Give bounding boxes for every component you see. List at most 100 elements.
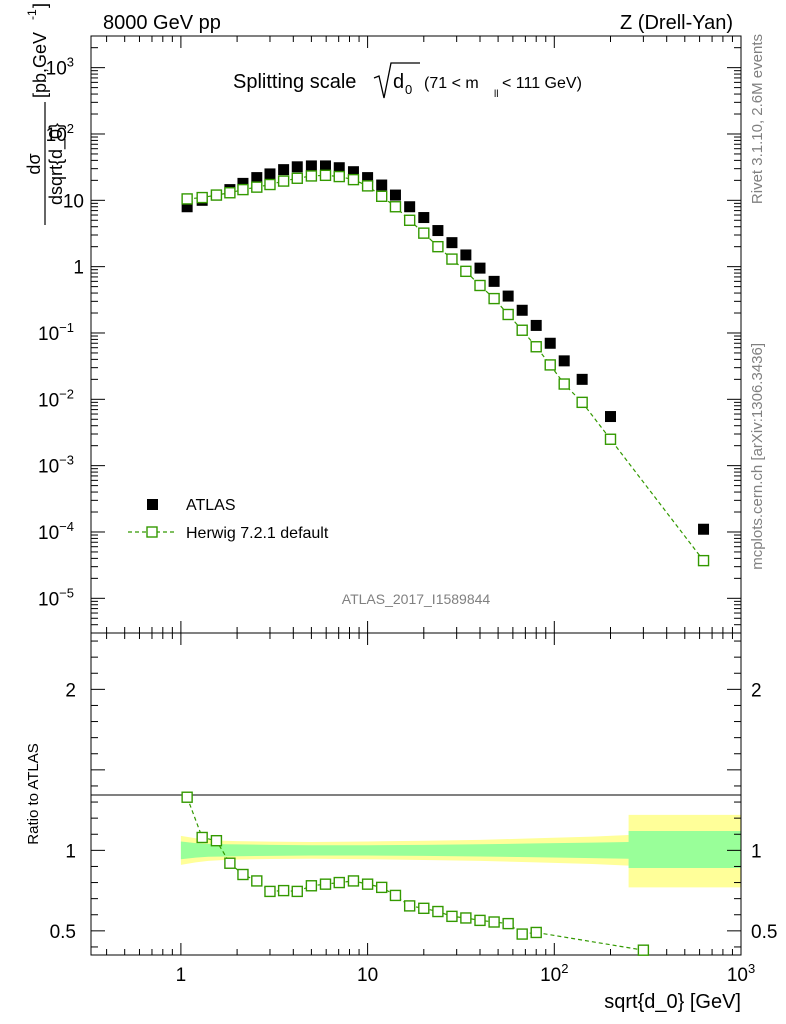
y-tick-label: 10−1 (38, 320, 74, 345)
legend-atlas-marker (147, 499, 158, 510)
herwig-line (187, 174, 705, 561)
ratio-panel: 0.5 0.5 1 1 2 2 1 10 102 103 Ratio to ATLAS sqrt… (25, 632, 778, 1013)
y-tick-label: 10 (63, 191, 84, 212)
herwig-point (224, 187, 236, 199)
herwig-point (361, 180, 374, 192)
ratio-point (181, 791, 193, 803)
herwig-point (446, 253, 458, 265)
ratio-axis-ticks (91, 633, 741, 955)
ratio-point (347, 875, 360, 887)
ratio-point (305, 880, 318, 892)
legend-herwig-marker (146, 526, 158, 538)
herwig-point (697, 554, 710, 567)
atlas-point (181, 201, 193, 213)
herwig-point (516, 324, 528, 336)
plot-title: Splitting scale d 0 (71 < m ll < 111 GeV… (233, 62, 582, 100)
ylabel-den: dsqrt{d_0} (46, 123, 67, 205)
herwig-point (181, 193, 193, 205)
herwig-points (181, 169, 710, 567)
herwig-point (544, 359, 556, 371)
atlas-point (460, 249, 472, 261)
title-sub: 0 (405, 82, 412, 97)
ratio-point (637, 944, 650, 956)
atlas-point (362, 172, 374, 184)
ylabel-units-sup: -1 (25, 9, 39, 20)
atlas-points (181, 160, 710, 535)
uncertainty-band-inner (180, 831, 741, 869)
main-frame (90, 35, 742, 634)
ratio-point (389, 889, 402, 902)
header-right: Z (Drell-Yan) (620, 12, 733, 34)
atlas-point (319, 160, 331, 172)
ratio-y-axis-label: Ratio to ATLAS (25, 743, 42, 844)
herwig-point (319, 169, 332, 182)
title-cut: (71 < m (424, 75, 479, 92)
y-tick-label: 103 (46, 55, 74, 80)
atlas-point (389, 189, 401, 201)
atlas-point (576, 373, 588, 385)
ratio-point (237, 868, 249, 881)
atlas-point (530, 319, 542, 331)
ratio-point (474, 914, 486, 927)
ratio-point (291, 885, 303, 898)
ratio-herwig-points (181, 791, 650, 956)
herwig-point (305, 170, 318, 182)
main-y-tick-labels: 10−5 10−4 10−3 10−2 10−1 1 10 102 103 (38, 55, 84, 611)
ratio-point (488, 916, 500, 928)
herwig-point (210, 189, 223, 201)
ratio-curve (186, 797, 644, 951)
atlas-point (404, 201, 416, 213)
ratio-point (460, 912, 472, 924)
x-axis-label: sqrt{d_0} [GeV] (604, 991, 741, 1013)
title-main: Splitting scale (233, 71, 356, 93)
atlas-point (237, 177, 249, 189)
herwig-point (432, 240, 444, 253)
y-tick-label: 10−4 (38, 519, 74, 544)
ratio-y-tick-label: 1 (65, 841, 76, 862)
atlas-point (488, 275, 500, 287)
ratio-point (224, 857, 236, 869)
herwig-point (460, 265, 472, 278)
ratio-point (333, 876, 345, 889)
herwig-point (196, 191, 208, 204)
herwig-point (403, 214, 416, 226)
atlas-point (446, 237, 458, 249)
x-tick-labels: 1 10 102 103 (176, 961, 756, 986)
ratio-point (361, 878, 374, 890)
atlas-point (251, 172, 263, 184)
atlas-point (376, 179, 388, 191)
legend: ATLAS Herwig 7.2.1 default (128, 497, 329, 542)
ratio-point (446, 910, 458, 923)
ylabel-num: dσ (24, 153, 44, 174)
y-tick-label: 10−2 (38, 386, 74, 411)
ratio-point (264, 885, 276, 898)
herwig-point (277, 175, 290, 187)
ylabel-units: [pb,GeV (30, 32, 50, 98)
ratio-frame (90, 632, 742, 956)
atlas-point (264, 168, 276, 180)
atlas-point (278, 164, 290, 176)
ratio-y-tick-label-right: 2 (751, 680, 762, 701)
atlas-point (418, 212, 430, 224)
atlas-point (502, 290, 514, 302)
ratio-y-tick-label: 2 (65, 680, 76, 701)
main-y-axis-label: dσ dsqrt{d_0} [pb,GeV -1 ] (24, 3, 67, 225)
herwig-point (333, 170, 345, 183)
title-cut-end: < 111 GeV) (502, 75, 582, 92)
ratio-y-tick-label-right: 1 (751, 841, 762, 862)
legend-herwig-label: Herwig 7.2.1 default (186, 525, 329, 542)
herwig-point (502, 308, 514, 321)
atlas-point (698, 523, 710, 535)
herwig-point (376, 190, 388, 202)
ratio-point (530, 926, 542, 939)
main-axis-ticks (91, 35, 741, 634)
atlas-point (347, 166, 359, 178)
herwig-point (418, 227, 430, 239)
herwig-point (251, 181, 263, 193)
herwig-point (389, 201, 402, 213)
x-tick-label: 1 (176, 965, 187, 986)
herwig-point (488, 292, 500, 305)
ratio-y-tick-labels: 0.5 0.5 1 1 2 2 (50, 680, 778, 943)
ratio-herwig-line (186, 797, 644, 951)
